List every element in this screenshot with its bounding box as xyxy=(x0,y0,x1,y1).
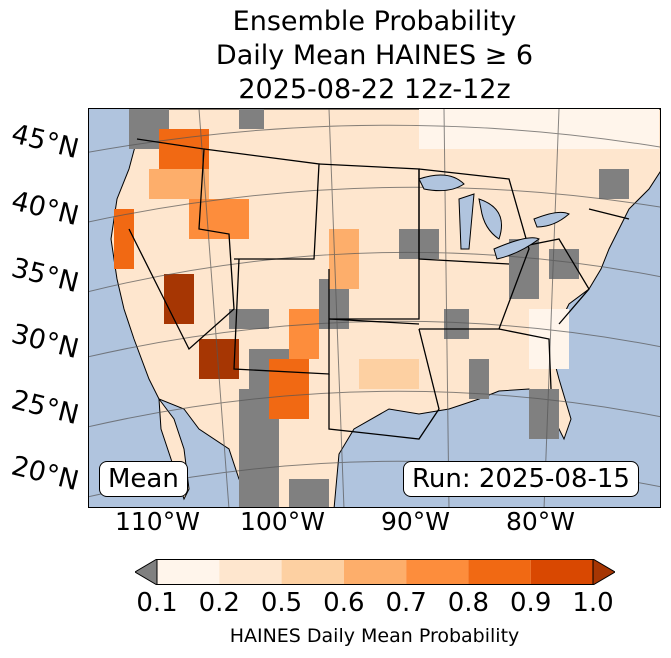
colorbar-cell xyxy=(157,559,220,585)
mean-label: Mean xyxy=(99,461,188,497)
map-panel: Mean Run: 2025-08-15 xyxy=(88,108,661,508)
lat-label-30: 30°N xyxy=(8,318,82,366)
colorbar-frame xyxy=(156,559,594,585)
colorbar-tick-label: 1.0 xyxy=(572,588,614,618)
colorbar-tick-label: 0.5 xyxy=(260,588,303,618)
map-svg xyxy=(89,109,660,507)
title-line-1: Ensemble Probability xyxy=(232,6,517,37)
colorbar-tick-label: 0.6 xyxy=(323,588,365,618)
colorbar-cell xyxy=(219,559,282,585)
title-line-2: Daily Mean HAINES ≥ 6 xyxy=(215,40,534,71)
colorbar-tick-label: 0.1 xyxy=(136,588,178,618)
colorbar-tick-label: 0.7 xyxy=(385,588,427,618)
lon-label-100w: 100°W xyxy=(240,507,325,536)
run-label: Run: 2025-08-15 xyxy=(403,461,639,497)
colorbar-cell xyxy=(530,559,593,585)
lat-label-45: 45°N xyxy=(8,118,82,166)
lat-label-20: 20°N xyxy=(8,450,82,498)
lon-label-110w: 110°W xyxy=(115,507,200,536)
colorbar-tick-label: 0.8 xyxy=(447,588,490,618)
title-line-3: 2025-08-22 12z-12z xyxy=(238,74,511,105)
colorbar-label: HAINES Daily Mean Probability xyxy=(229,625,520,647)
colorbar-tick-label: 0.9 xyxy=(510,588,552,618)
colorbar-cell xyxy=(406,559,469,585)
lon-label-80w: 80°W xyxy=(506,507,576,536)
lon-label-90w: 90°W xyxy=(381,507,451,536)
great-lakes xyxy=(418,174,570,260)
colorbar xyxy=(135,559,615,585)
colorbar-cell xyxy=(468,559,531,585)
state-borders xyxy=(128,138,630,440)
lat-label-35: 35°N xyxy=(8,252,82,300)
colorbar-cell xyxy=(343,559,407,585)
lat-label-40: 40°N xyxy=(8,185,82,233)
colorbar-cell xyxy=(281,559,344,585)
colorbar-under-arrow xyxy=(135,559,158,585)
colorbar-over-arrow xyxy=(592,559,615,585)
colorbar-tick-label: 0.2 xyxy=(198,588,240,618)
lat-label-25: 25°N xyxy=(8,384,82,432)
